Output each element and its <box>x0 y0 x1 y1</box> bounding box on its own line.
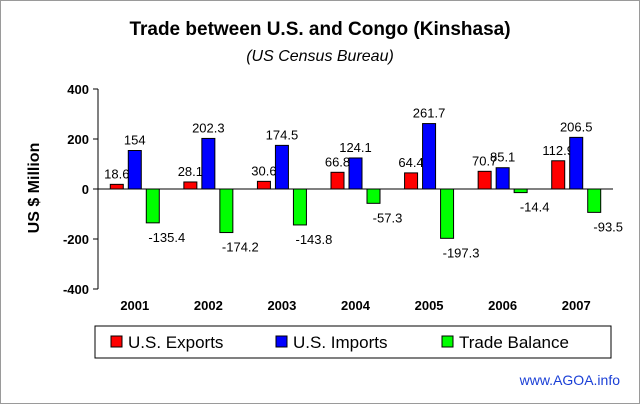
data-label-exports: 18.6 <box>104 166 129 181</box>
y-tick-label: 200 <box>67 132 89 147</box>
y-axis-label: US $ Million <box>26 143 43 234</box>
data-label-balance: -197.3 <box>443 245 480 260</box>
bar-imports <box>348 157 363 190</box>
data-label-balance: -135.4 <box>148 230 185 245</box>
bar-balance <box>292 188 307 226</box>
data-label-exports: 70.7 <box>472 153 497 168</box>
legend-box <box>94 325 612 359</box>
legend-label-balance: Trade Balance <box>459 333 569 352</box>
chart-subtitle: (US Census Bureau) <box>246 48 394 65</box>
data-label-imports: 154 <box>124 133 146 148</box>
bar-exports <box>256 180 271 190</box>
bar-imports <box>127 150 142 190</box>
data-label-imports: 206.5 <box>560 119 593 134</box>
bar-imports <box>569 136 584 190</box>
bar-exports <box>477 170 492 190</box>
bar-imports <box>422 123 437 190</box>
plot-area: 400 200 0 -200 -400 2001 18.6 154 -135.4 2002 28.1… <box>63 82 623 313</box>
bar-exports <box>551 160 566 190</box>
data-label-balance: -57.3 <box>373 210 403 225</box>
bar-imports <box>274 144 289 190</box>
bar-balance <box>366 188 381 204</box>
data-label-exports: 66.8 <box>325 154 350 169</box>
legend-swatch-imports <box>275 335 288 348</box>
x-tick-label: 2005 <box>415 298 444 313</box>
x-tick-label: 2003 <box>267 298 296 313</box>
x-tick-label: 2001 <box>120 298 149 313</box>
legend-swatch-balance <box>441 335 454 348</box>
data-label-imports: 85.1 <box>490 150 515 165</box>
data-label-balance: -93.5 <box>593 219 623 234</box>
legend: U.S. Exports U.S. Imports Trade Balance <box>94 325 612 359</box>
legend-label-imports: U.S. Imports <box>293 333 387 352</box>
bar-balance <box>219 188 234 234</box>
source-link[interactable]: www.AGOA.info <box>519 372 621 388</box>
data-label-balance: -143.8 <box>295 232 332 247</box>
bar-exports <box>109 183 124 190</box>
data-label-imports: 261.7 <box>413 106 446 121</box>
data-label-exports: 112.9 <box>542 143 574 158</box>
y-tick-label: 0 <box>82 182 89 197</box>
bar-imports <box>201 137 216 190</box>
bar-imports <box>495 167 510 190</box>
y-tick-label: 400 <box>67 82 89 97</box>
bar-balance <box>587 188 602 213</box>
bar-balance <box>513 188 528 194</box>
x-tick-label: 2007 <box>562 298 591 313</box>
data-label-imports: 202.3 <box>192 120 225 135</box>
data-label-exports: 28.1 <box>178 164 203 179</box>
y-tick-label: -200 <box>63 232 89 247</box>
data-label-imports: 174.5 <box>266 127 299 142</box>
bar-balance <box>145 188 160 224</box>
data-label-exports: 30.6 <box>251 163 276 178</box>
data-label-exports: 64.4 <box>398 155 423 170</box>
bar-balance <box>440 188 455 239</box>
bar-exports <box>183 181 198 190</box>
x-tick-label: 2006 <box>488 298 517 313</box>
chart-title: Trade between U.S. and Congo (Kinshasa) <box>129 19 510 40</box>
bar-exports <box>404 172 419 190</box>
data-label-balance: -14.4 <box>520 200 550 215</box>
bar-exports <box>330 171 345 190</box>
data-label-balance: -174.2 <box>222 240 259 255</box>
data-label-imports: 124.1 <box>339 140 372 155</box>
y-tick-label: -400 <box>63 282 89 297</box>
legend-swatch-exports <box>110 335 123 348</box>
x-tick-label: 2004 <box>341 298 371 313</box>
legend-label-exports: U.S. Exports <box>128 333 223 352</box>
x-tick-label: 2002 <box>194 298 223 313</box>
